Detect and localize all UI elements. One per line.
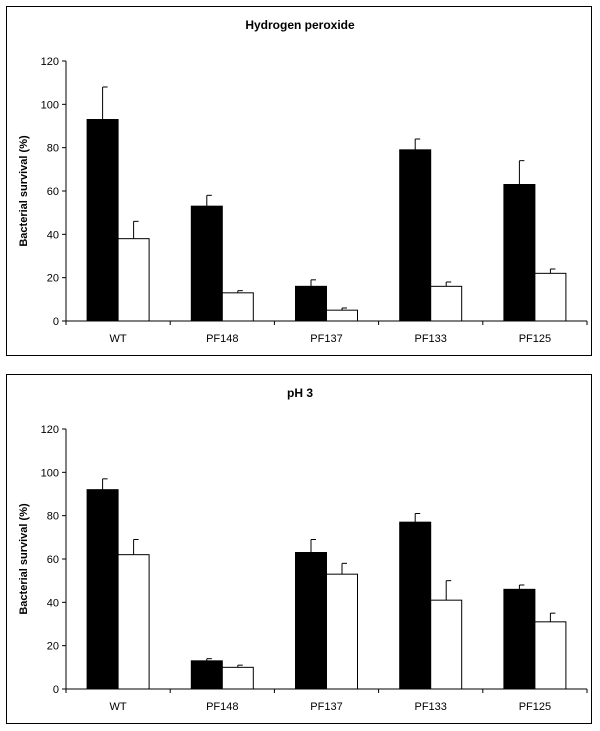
y-tick-label: 80 [47, 143, 59, 155]
y-tick-label: 20 [47, 641, 59, 653]
y-tick-label: 40 [47, 597, 59, 609]
bar-black [503, 588, 536, 690]
y-tick-label: 60 [47, 186, 59, 198]
y-tick-label: 120 [41, 56, 59, 68]
y-axis-title: Bacterial survival (%) [18, 135, 30, 247]
bar-white [221, 292, 254, 322]
chart-panel-ph3: pH 3 Bacterial survival (%) 0 20 40 60 80 100 12… [6, 374, 592, 724]
y-axis-title: Bacterial survival (%) [18, 503, 30, 615]
bar-white [534, 621, 567, 690]
bar-black [190, 660, 223, 690]
bar-white [117, 238, 150, 322]
chart-title: pH 3 [287, 386, 313, 400]
x-tick-label: PF133 [414, 333, 446, 345]
y-tick-label: 60 [47, 554, 59, 566]
y-tick-label: 120 [41, 424, 59, 436]
x-tick-label: PF137 [310, 701, 342, 713]
y-tick-label: 40 [47, 229, 59, 241]
x-tick-label: PF133 [414, 701, 446, 713]
bar-black [503, 184, 536, 322]
bar-chart-hydrogen-peroxide: Hydrogen peroxide Bacterial survival (%) 0… [18, 18, 588, 345]
x-tick-label: PF148 [206, 701, 238, 713]
chart-panel-hydrogen-peroxide: Hydrogen peroxide Bacterial survival (%) 0… [6, 6, 592, 356]
x-tick-label: WT [110, 701, 127, 713]
bar-white [430, 599, 463, 690]
y-tick-label: 100 [41, 99, 59, 111]
y-tick-label: 80 [47, 511, 59, 523]
bar-black [399, 521, 432, 690]
y-tick-label: 0 [53, 316, 59, 328]
y-tick-label: 0 [53, 684, 59, 696]
x-tick-label: PF125 [519, 333, 551, 345]
bar-white [534, 272, 567, 322]
bar-white [326, 573, 358, 690]
bar-black [190, 205, 223, 322]
x-tick-label: PF125 [519, 701, 551, 713]
x-tick-label: PF137 [310, 333, 342, 345]
x-tick-label: PF148 [206, 333, 238, 345]
bar-white [221, 666, 254, 690]
chart-title: Hydrogen peroxide [245, 18, 355, 32]
x-tick-label: WT [110, 333, 127, 345]
bar-black [86, 119, 119, 322]
bar-chart-ph3: pH 3 Bacterial survival (%) 0 20 40 60 80 100 12… [18, 386, 588, 713]
y-tick-label: 20 [47, 273, 59, 285]
bar-black [399, 149, 432, 322]
bar-black [295, 552, 327, 690]
bar-white [430, 285, 463, 322]
bar-white [117, 554, 150, 690]
bar-black [295, 285, 327, 322]
y-tick-label: 100 [41, 467, 59, 479]
bar-white [326, 309, 358, 322]
bar-black [86, 489, 119, 690]
